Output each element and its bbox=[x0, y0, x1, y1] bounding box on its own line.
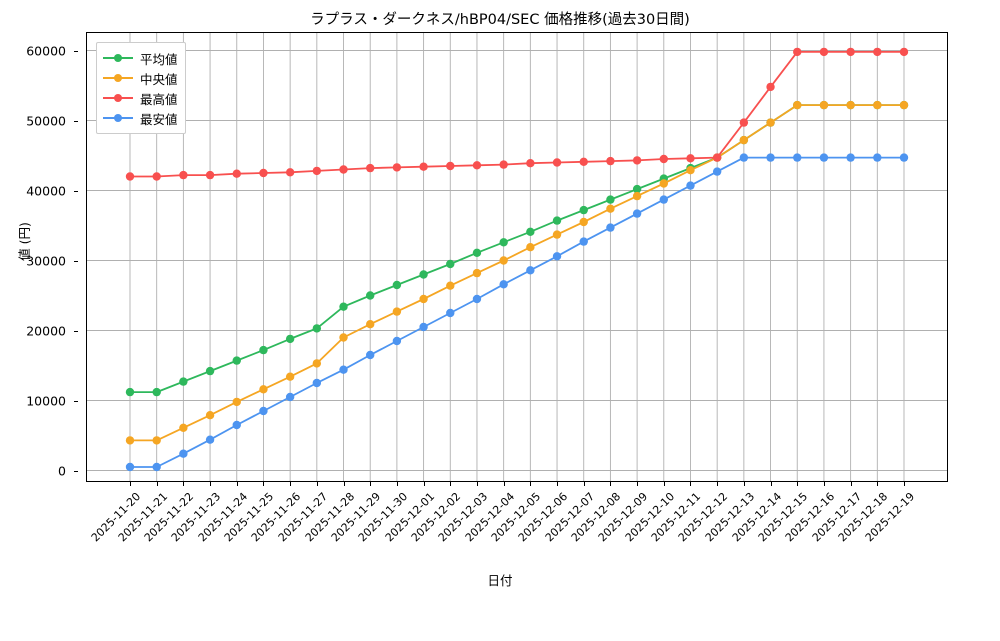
series-2 bbox=[125, 47, 909, 181]
legend-item-2[interactable]: 最高値 bbox=[103, 88, 178, 108]
x-tick-mark bbox=[263, 482, 265, 486]
y-tick-label: 10000 bbox=[26, 393, 66, 408]
series-3 bbox=[125, 153, 909, 472]
legend-swatch-icon bbox=[103, 51, 133, 65]
legend-swatch-icon bbox=[103, 111, 133, 125]
series-1 bbox=[125, 100, 909, 445]
x-tick-mark bbox=[663, 482, 665, 486]
legend-item-3[interactable]: 最安値 bbox=[103, 108, 178, 128]
legend-item-0[interactable]: 平均値 bbox=[103, 48, 178, 68]
x-tick-mark bbox=[423, 482, 425, 486]
legend-label: 最安値 bbox=[140, 111, 178, 127]
y-tick-mark bbox=[74, 120, 78, 122]
x-tick-mark bbox=[610, 482, 612, 486]
x-tick-mark bbox=[503, 482, 505, 486]
plot-svg bbox=[87, 33, 947, 481]
y-tick-label: 60000 bbox=[26, 43, 66, 58]
x-tick-mark bbox=[637, 482, 639, 486]
y-tick-mark bbox=[74, 330, 78, 332]
y-tick-label: 40000 bbox=[26, 183, 66, 198]
x-tick-mark bbox=[156, 482, 158, 486]
x-tick-mark bbox=[530, 482, 532, 486]
x-tick-mark bbox=[396, 482, 398, 486]
y-tick-mark bbox=[74, 190, 78, 192]
x-tick-mark bbox=[877, 482, 879, 486]
x-tick-mark bbox=[343, 482, 345, 486]
y-tick-mark bbox=[74, 400, 78, 402]
x-tick-mark bbox=[797, 482, 799, 486]
legend-item-1[interactable]: 中央値 bbox=[103, 68, 178, 88]
x-tick-mark bbox=[770, 482, 772, 486]
grid-lines bbox=[87, 33, 947, 481]
y-tick-label: 30000 bbox=[26, 253, 66, 268]
legend-label: 中央値 bbox=[140, 71, 178, 87]
x-axis-tick-labels: 2025-11-20 2025-11-21 2025-11-22 2025-11-23… bbox=[86, 482, 948, 586]
x-tick-mark bbox=[290, 482, 292, 486]
x-tick-mark bbox=[316, 482, 318, 486]
y-axis-tick-labels: 0 10000 20000 30000 40000 50000 60000 bbox=[0, 32, 78, 482]
x-tick-mark bbox=[557, 482, 559, 486]
x-tick-mark bbox=[210, 482, 212, 486]
y-tick-label: 0 bbox=[58, 463, 66, 478]
plot-area bbox=[86, 32, 948, 482]
chart-figure: ラプラス・ダークネス/hBP04/SEC 価格推移(過去30日間) 値 (円) … bbox=[0, 12, 948, 588]
y-tick-mark bbox=[74, 470, 78, 472]
x-tick-mark bbox=[850, 482, 852, 486]
y-tick-mark bbox=[74, 50, 78, 52]
x-tick-mark bbox=[130, 482, 131, 486]
x-tick-mark bbox=[823, 482, 825, 486]
y-tick-label: 50000 bbox=[26, 113, 66, 128]
series-0 bbox=[125, 100, 909, 397]
legend-swatch-icon bbox=[103, 91, 133, 105]
y-tick-mark bbox=[74, 260, 78, 262]
x-tick-mark bbox=[583, 482, 585, 486]
y-tick-label: 20000 bbox=[26, 323, 66, 338]
x-tick-mark bbox=[743, 482, 745, 486]
x-tick-mark bbox=[904, 482, 905, 486]
x-tick-mark bbox=[690, 482, 692, 486]
legend-swatch-icon bbox=[103, 71, 133, 85]
x-tick-mark bbox=[476, 482, 478, 486]
x-tick-mark bbox=[183, 482, 185, 486]
x-tick-mark bbox=[717, 482, 719, 486]
legend-label: 最高値 bbox=[140, 91, 178, 107]
x-tick-mark bbox=[450, 482, 452, 486]
x-tick-mark bbox=[370, 482, 372, 486]
x-tick-mark bbox=[236, 482, 238, 486]
x-axis-label: 日付 bbox=[487, 573, 513, 588]
chart-legend: 平均値中央値最高値最安値 bbox=[96, 42, 186, 134]
chart-title: ラプラス・ダークネス/hBP04/SEC 価格推移(過去30日間) bbox=[310, 12, 690, 28]
legend-label: 平均値 bbox=[140, 51, 178, 67]
